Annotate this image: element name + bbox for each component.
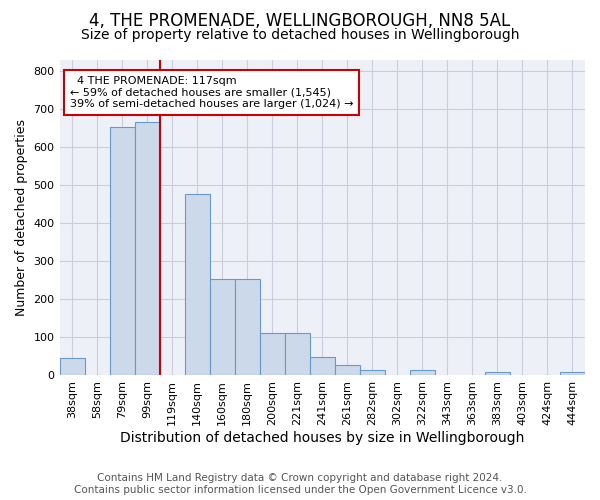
- Bar: [59, 358, 85, 376]
- Y-axis label: Number of detached properties: Number of detached properties: [15, 119, 28, 316]
- X-axis label: Distribution of detached houses by size in Wellingborough: Distribution of detached houses by size …: [120, 431, 524, 445]
- Bar: [110, 126, 134, 376]
- Bar: [485, 372, 510, 376]
- Bar: [260, 332, 285, 376]
- Bar: [285, 332, 310, 376]
- Bar: [310, 357, 335, 376]
- Text: Size of property relative to detached houses in Wellingborough: Size of property relative to detached ho…: [81, 28, 519, 42]
- Bar: [410, 370, 435, 376]
- Bar: [335, 365, 360, 376]
- Bar: [560, 372, 585, 376]
- Bar: [209, 280, 235, 376]
- Bar: [134, 122, 160, 376]
- Bar: [235, 280, 260, 376]
- Text: 4, THE PROMENADE, WELLINGBOROUGH, NN8 5AL: 4, THE PROMENADE, WELLINGBOROUGH, NN8 5A…: [89, 12, 511, 30]
- Bar: [360, 370, 385, 376]
- Text: 4 THE PROMENADE: 117sqm  
← 59% of detached houses are smaller (1,545)
39% of se: 4 THE PROMENADE: 117sqm ← 59% of detache…: [70, 76, 353, 109]
- Bar: [185, 194, 209, 376]
- Text: Contains HM Land Registry data © Crown copyright and database right 2024.
Contai: Contains HM Land Registry data © Crown c…: [74, 474, 526, 495]
